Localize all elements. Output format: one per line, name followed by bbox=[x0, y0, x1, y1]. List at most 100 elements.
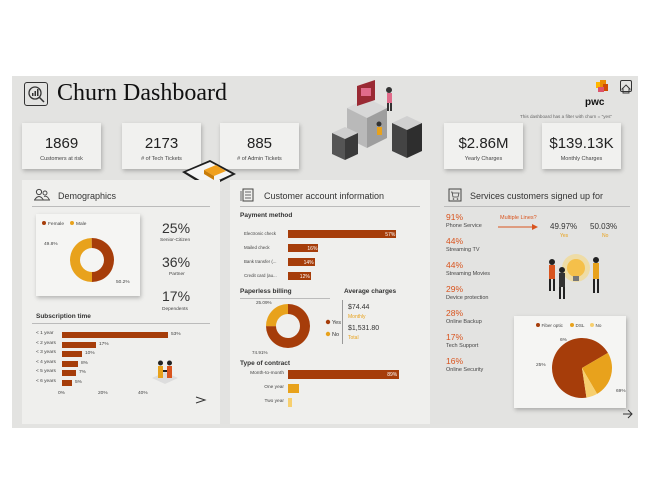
internet-legend-label-0: Fiber optic bbox=[542, 323, 564, 328]
subscription-cat-3: < 4 years bbox=[36, 359, 56, 365]
gender-legend-marker-1 bbox=[70, 221, 74, 225]
payment-bar-0 bbox=[288, 230, 397, 238]
payment-bar-1 bbox=[288, 244, 319, 252]
contract-bar-0 bbox=[288, 370, 400, 379]
demographics-title: Demographics bbox=[58, 191, 117, 201]
contract-val-0: 89% bbox=[387, 372, 398, 378]
internet-slice-0 bbox=[552, 338, 608, 398]
services-title: Services customers signed up for bbox=[470, 191, 604, 201]
gender-donut-chart: Female Male 49.8% 50.2% bbox=[42, 221, 130, 285]
subscription-val-3: 8% bbox=[81, 360, 88, 366]
paperless-legend-marker-1 bbox=[325, 331, 331, 337]
paperless-slice-0 bbox=[266, 304, 310, 348]
data-center-illustration bbox=[332, 80, 422, 160]
subscription-tick-2: 40% bbox=[138, 391, 148, 396]
subscription-title: Subscription time bbox=[36, 313, 91, 320]
subscription-bar-3 bbox=[62, 360, 78, 367]
kpi-monthly-charges: $139.13K Monthly Charges bbox=[542, 123, 621, 169]
svc-pct-support: 17% bbox=[446, 332, 464, 342]
subscription-val-0: 53% bbox=[171, 332, 181, 337]
gender-legend-label-1: Male bbox=[76, 221, 87, 227]
shopping-cart-icon bbox=[448, 188, 462, 202]
subscription-bar-5 bbox=[62, 379, 72, 386]
account-panel bbox=[230, 180, 430, 424]
subscription-val-4: 7% bbox=[79, 370, 86, 375]
paperless-legend-label-0: Yes bbox=[332, 320, 341, 326]
internet-label-2: 6% bbox=[560, 337, 568, 343]
internet-pie-chart: Fiber optic DSL No 69% 25% 6% bbox=[536, 323, 626, 398]
partner-stat: 36% bbox=[162, 254, 191, 270]
payment-cat-1: Mailed check bbox=[244, 245, 270, 250]
subscription-cat-4: < 5 years bbox=[36, 369, 56, 374]
contract-cat-0: Month-to-month bbox=[250, 371, 284, 376]
subscription-cat-0: < 1 year bbox=[36, 331, 54, 336]
ml-yes-label: Yes bbox=[560, 233, 569, 239]
kpi-admin-tickets: 885 # of Admin Tickets bbox=[220, 123, 299, 169]
svc-label-movies: Streaming Movies bbox=[446, 271, 491, 277]
svc-label-security: Online Security bbox=[446, 367, 484, 373]
contract-bar-2 bbox=[288, 398, 292, 407]
payment-title: Payment method bbox=[240, 212, 293, 219]
svc-pct-security: 16% bbox=[446, 356, 464, 366]
payment-bar-3 bbox=[288, 272, 311, 280]
payment-val-1: 16% bbox=[307, 245, 318, 252]
kpi-tech-tickets: 2173 # of Tech Tickets bbox=[122, 123, 201, 169]
svc-label-tv: Streaming TV bbox=[446, 247, 480, 253]
subscription-tick-1: 20% bbox=[98, 391, 108, 396]
avg-monthly-label: Monthly bbox=[348, 314, 366, 320]
ml-no-label: No bbox=[602, 233, 609, 239]
lightbulb-illustration bbox=[549, 254, 599, 299]
svc-pct-phone: 91% bbox=[446, 212, 464, 222]
document-icon bbox=[240, 188, 254, 202]
senior-citizen-stat: 25% bbox=[162, 220, 191, 236]
phone-illustration bbox=[182, 160, 236, 188]
dashboard-logo-icon bbox=[24, 82, 48, 106]
services-rule bbox=[444, 206, 630, 207]
svc-pct-movies: 44% bbox=[446, 260, 464, 270]
payment-val-2: 14% bbox=[303, 259, 314, 266]
home-icon[interactable] bbox=[620, 80, 632, 94]
dashboard-canvas: Churn Dashboard pwc This dashboard has a bbox=[12, 76, 638, 428]
subscription-cat-1: < 2 years bbox=[36, 340, 56, 346]
next-page-arrow-icon[interactable] bbox=[622, 409, 634, 419]
internet-label-0: 69% bbox=[616, 388, 626, 394]
gender-slice-0 bbox=[69, 238, 92, 282]
pwc-logo: pwc bbox=[584, 80, 610, 110]
multiple-lines-label: Multiple Lines? bbox=[500, 215, 537, 221]
avg-divider bbox=[342, 300, 343, 344]
internet-slice-2 bbox=[582, 368, 598, 398]
paperless-label-1: 25.09% bbox=[256, 300, 272, 305]
payment-val-0: 57% bbox=[385, 231, 396, 238]
contract-bar-1 bbox=[288, 384, 300, 393]
subscription-rule bbox=[32, 323, 210, 324]
internet-legend-marker-1 bbox=[570, 323, 574, 327]
subscription-bar-4 bbox=[62, 370, 76, 376]
paperless-legend-marker-0 bbox=[325, 319, 331, 325]
gender-chart-card bbox=[36, 214, 140, 296]
subscription-bar-2 bbox=[62, 351, 82, 357]
gender-label-0: 49.8% bbox=[44, 241, 58, 247]
avg-monthly-value: $74.44 bbox=[348, 304, 370, 311]
paperless-donut-chart: 25.09% 74.91% Yes No bbox=[252, 300, 341, 355]
senior-citizen-label: Senior-Citizen bbox=[160, 238, 191, 243]
account-title: Customer account information bbox=[264, 191, 385, 201]
gender-legend-marker-0 bbox=[42, 221, 46, 225]
avg-total-value: $1,531.80 bbox=[348, 325, 380, 332]
payment-bar-2 bbox=[288, 258, 315, 266]
avg-total-label: Total bbox=[348, 335, 359, 341]
subscription-cat-5: < 6 years bbox=[36, 378, 56, 384]
subscription-val-2: 10% bbox=[85, 351, 95, 356]
subscription-tick-0: 0% bbox=[58, 391, 65, 396]
svc-label-phone: Phone Service bbox=[446, 223, 482, 229]
demographics-rule bbox=[32, 206, 210, 207]
payment-val-3: 12% bbox=[299, 273, 310, 280]
kpi-yearly-charges: $2.86M Yearly Charges bbox=[444, 123, 523, 169]
payment-cat-0: Electronic check bbox=[244, 231, 276, 236]
people-icon bbox=[34, 188, 50, 201]
subscription-cat-2: < 3 years bbox=[36, 350, 56, 355]
page-title: Churn Dashboard bbox=[57, 80, 227, 106]
gender-legend-label-0: Female bbox=[48, 221, 64, 227]
partner-label: Partner bbox=[169, 272, 185, 277]
contract-cat-1: One year bbox=[264, 385, 284, 390]
handshake-illustration bbox=[152, 360, 178, 384]
